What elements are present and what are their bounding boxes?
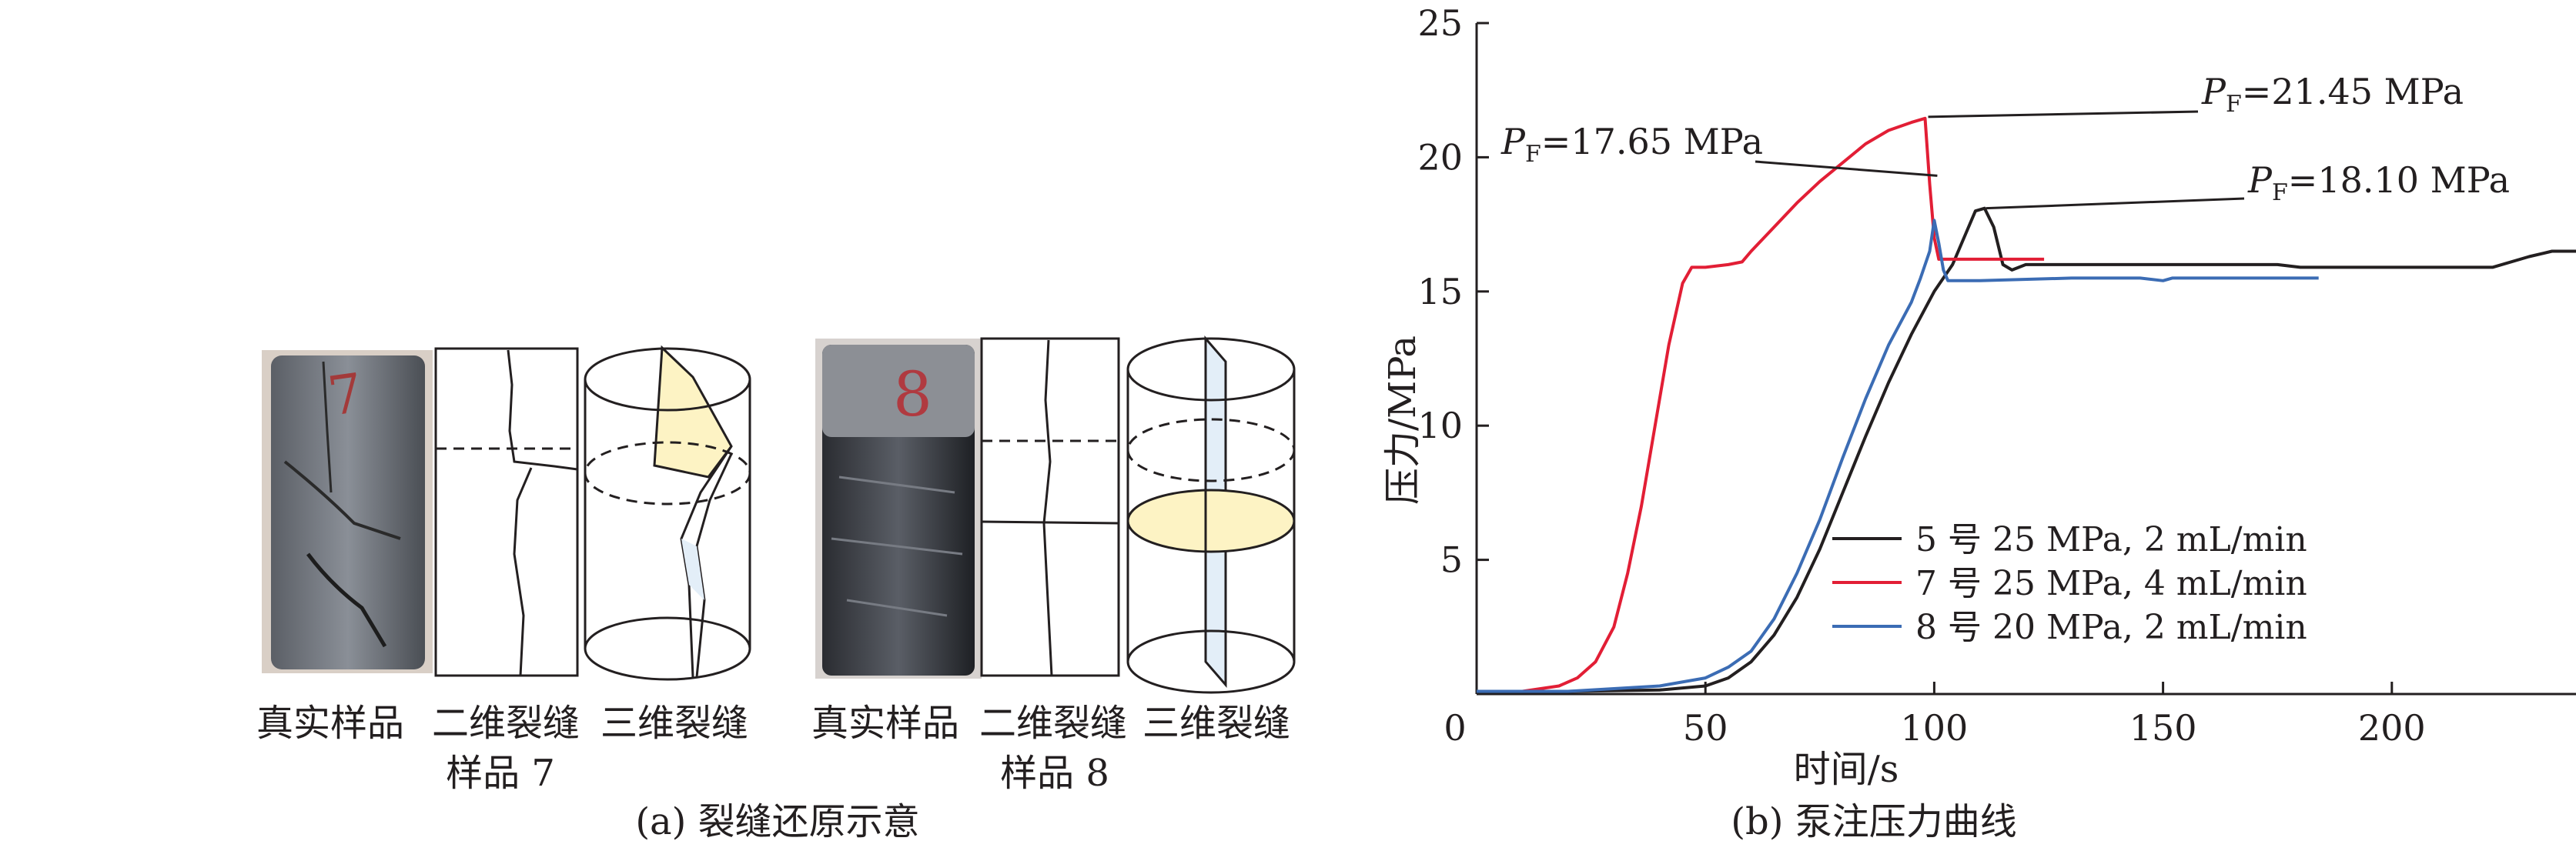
- series-line-2: [1477, 116, 2045, 693]
- sample-7-2d-fracture: [434, 347, 579, 677]
- x-tick-label: 100: [1900, 707, 1968, 749]
- x-tick-label: 150: [2129, 707, 2197, 749]
- y-tick-label: 20: [1417, 136, 1463, 178]
- sample-8-label: 样品 8: [1000, 752, 1109, 795]
- panel-b-pump-pressure-chart: 510152025501001502002500 PF=21.45 MPaPF=…: [1381, 2, 2576, 843]
- series-line-3: [1477, 219, 2319, 693]
- sample-8-3d-fracture: [1126, 335, 1296, 694]
- sample-8-photo-marking: 8: [893, 359, 932, 430]
- sample-7-group: 7 真实样品 二维裂缝 三维裂缝 样品 7: [256, 345, 751, 795]
- panel-a-fracture-reconstruction: 7 真实样品 二维裂缝 三维裂缝 样品 7: [256, 335, 1296, 843]
- sample-8-photo: 8: [815, 339, 982, 679]
- sample-7-label-2d: 二维裂缝: [432, 702, 580, 745]
- sample-7-3d-fracture: [584, 345, 751, 681]
- x-tick-label: 200: [2358, 707, 2426, 749]
- x-axis-label: 时间/s: [1794, 748, 1899, 791]
- panel-a-caption: (a) 裂缝还原示意: [635, 800, 919, 843]
- panel-b-caption: (b) 泵注压力曲线: [1731, 800, 2016, 843]
- annotation-leader: [1755, 160, 1938, 177]
- sample-7-label: 样品 7: [446, 752, 555, 795]
- x-tick-label: 50: [1683, 707, 1728, 749]
- y-tick-label: 15: [1417, 271, 1463, 312]
- sample-7-label-real: 真实样品: [256, 702, 404, 745]
- y-tick-label: 25: [1417, 2, 1463, 44]
- chart-legend: 5 号 25 MPa, 2 mL/min 7 号 25 MPa, 4 mL/min…: [1832, 520, 2307, 647]
- annotation-label: PF=21.45 MPa: [2201, 71, 2464, 118]
- legend-label-3: 8 号 20 MPa, 2 mL/min: [1915, 608, 2307, 647]
- sample-7-photo: 7: [262, 350, 433, 673]
- legend-label-2: 7 号 25 MPa, 4 mL/min: [1915, 564, 2307, 603]
- series-line-1: [1477, 206, 2576, 693]
- y-tick-label: 10: [1417, 405, 1463, 446]
- sample-8-2d-fracture: [980, 337, 1120, 677]
- sample-8-label-2d: 二维裂缝: [979, 702, 1127, 745]
- origin-label: 0: [1444, 707, 1466, 749]
- chart-annotations: PF=21.45 MPa PF=17.65 MPa PF=18.10 MPa: [1500, 71, 2510, 210]
- sample-8-label-real: 真实样品: [811, 702, 959, 745]
- sample-7-label-3d: 三维裂缝: [601, 702, 748, 745]
- legend-label-1: 5 号 25 MPa, 2 mL/min: [1915, 520, 2307, 559]
- annotation-label: PF=17.65 MPa: [1500, 121, 1763, 168]
- chart-series-layer: [1477, 116, 2576, 693]
- y-tick-label: 5: [1440, 539, 1463, 581]
- annotation-label: PF=18.10 MPa: [2247, 159, 2510, 206]
- annotation-leader: [1986, 197, 2245, 210]
- annotation-leader: [1928, 110, 2199, 118]
- sample-8-label-3d: 三维裂缝: [1142, 702, 1290, 745]
- sample-8-group: 8 真实样品 二维裂缝 三维裂缝 样品 8: [811, 335, 1296, 795]
- y-axis-label: 压力/MPa: [1381, 335, 1424, 505]
- chart-axes: 510152025501001502002500: [1417, 2, 2576, 749]
